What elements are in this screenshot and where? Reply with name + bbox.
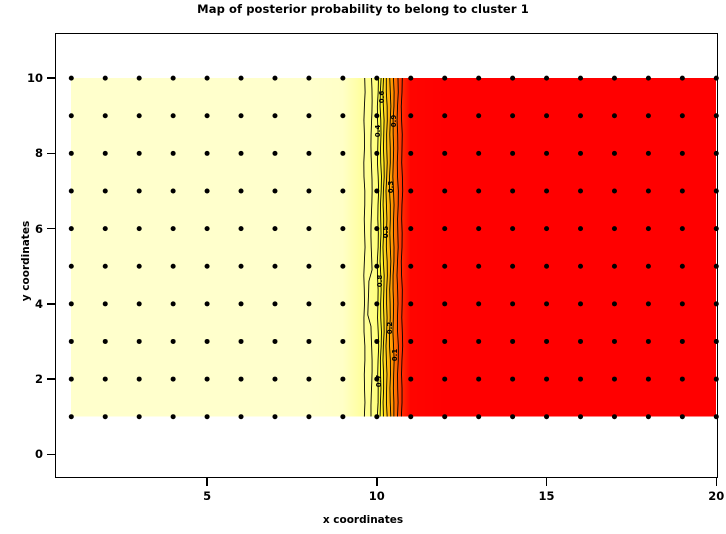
y-tick-label: 2	[34, 372, 43, 387]
y-tick-label: 0	[34, 447, 43, 462]
contour-label: 0.8	[376, 275, 385, 288]
heatmap-raster	[71, 78, 717, 417]
y-tick-label: 4	[34, 296, 43, 311]
x-tick-label: 15	[538, 489, 555, 503]
contour-label: 0.2	[386, 322, 395, 335]
y-axis-title: y coordinates	[20, 220, 32, 302]
contour-label: 0.3	[387, 181, 396, 194]
x-tick-label: 10	[368, 489, 385, 503]
x-axis-title: x coordinates	[322, 514, 404, 526]
y-tick-mark	[47, 378, 55, 380]
contour-label: 0.4	[373, 124, 382, 137]
x-tick-mark	[545, 478, 548, 486]
contour-label: 0.1	[391, 348, 400, 361]
contour-label: 0.7	[375, 374, 384, 388]
x-tick-label: 20	[708, 489, 725, 503]
chart-title: Map of posterior probability to belong t…	[197, 2, 529, 16]
y-tick-label: 10	[26, 71, 43, 86]
contour-label: 0.6	[378, 90, 387, 104]
contour-label: 0.5	[381, 226, 390, 239]
y-tick-label: 6	[34, 221, 43, 236]
contour-label: 0.9	[390, 115, 399, 128]
x-tick-mark	[376, 478, 378, 486]
y-tick-mark	[47, 77, 55, 79]
heatmap-svg	[71, 78, 717, 417]
x-tick-mark	[206, 478, 208, 486]
y-tick-mark	[47, 152, 55, 155]
x-tick-mark	[715, 478, 718, 486]
x-tick-label: 5	[203, 489, 212, 503]
y-tick-mark	[47, 227, 55, 230]
y-tick-label: 8	[34, 146, 43, 161]
y-tick-mark	[47, 303, 55, 305]
y-tick-mark	[47, 453, 55, 456]
